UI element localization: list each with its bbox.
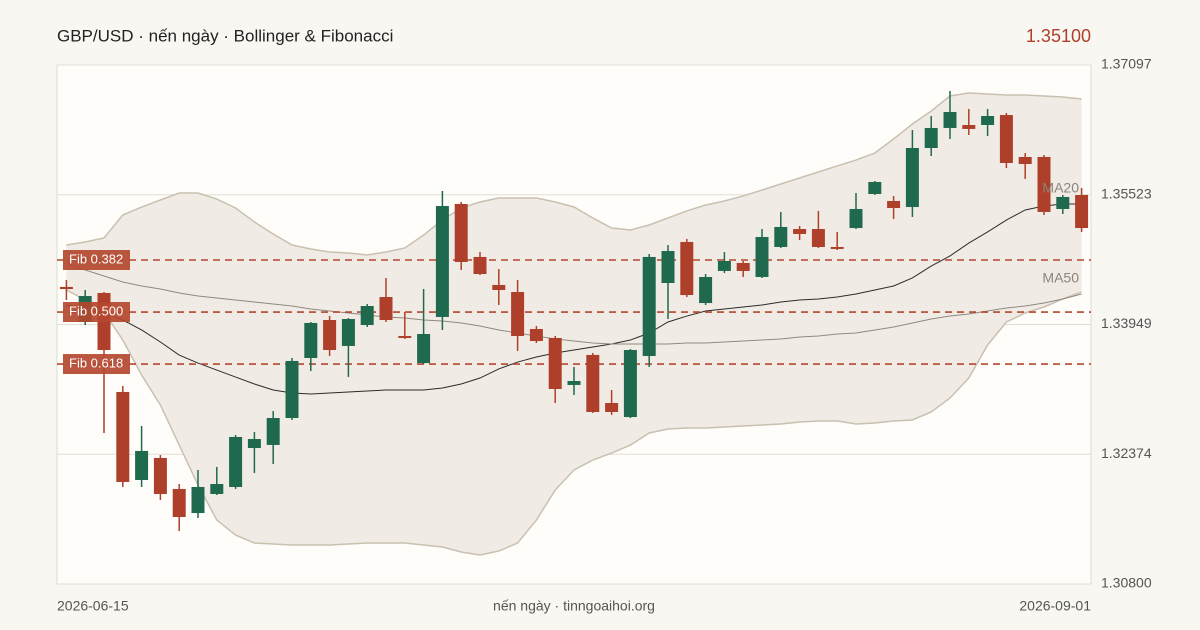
candle-body xyxy=(905,147,919,208)
candle-body xyxy=(774,226,788,247)
candle-body xyxy=(586,354,600,412)
fib-label: Fib 0.618 xyxy=(69,355,123,370)
candle-body xyxy=(417,334,431,364)
fib-label: Fib 0.500 xyxy=(69,303,123,318)
candle-body xyxy=(755,237,769,277)
candle-body xyxy=(943,111,957,128)
band-line xyxy=(66,92,1082,256)
candle-body xyxy=(642,256,656,357)
candle-body xyxy=(492,284,506,291)
fib-label: Fib 0.382 xyxy=(69,251,123,266)
candle-body xyxy=(59,286,73,290)
candle-body xyxy=(548,337,562,389)
candle-body xyxy=(379,297,393,321)
candle-body xyxy=(529,328,543,342)
band-line xyxy=(66,289,1082,556)
candle-body xyxy=(247,439,261,449)
y-tick-label: 1.35523 xyxy=(1101,185,1152,201)
candle-body xyxy=(623,350,637,418)
x-tick-label: 2026-06-15 xyxy=(57,598,129,614)
candle-body xyxy=(887,200,901,208)
chart-title: GBP/USD · nến ngày · Bollinger & Fibonac… xyxy=(57,26,393,45)
candle-body xyxy=(191,486,205,514)
candle-body xyxy=(680,241,694,296)
ma-label: MA50 xyxy=(1042,270,1079,286)
candle-body xyxy=(135,450,149,480)
candle-body xyxy=(304,322,318,359)
candle-body xyxy=(473,256,487,275)
candle-body xyxy=(435,206,449,317)
ma-label: MA20 xyxy=(1042,180,1079,196)
candle-body xyxy=(962,125,976,129)
candle-body xyxy=(266,418,280,445)
candle-body xyxy=(1037,156,1051,212)
candle-body xyxy=(717,260,731,271)
candle-body xyxy=(999,115,1013,163)
candle-body xyxy=(567,380,581,385)
last-price: 1.35100 xyxy=(1026,26,1091,46)
candle-body xyxy=(661,251,675,284)
candle-body xyxy=(229,436,243,487)
y-tick-label: 1.32374 xyxy=(1101,445,1152,461)
candle-body xyxy=(981,116,995,126)
candle-body xyxy=(811,229,825,247)
candle-body xyxy=(605,403,619,412)
fib-label-box xyxy=(63,250,130,271)
band-fill xyxy=(66,93,1082,555)
candle-body xyxy=(323,320,337,351)
ma-line xyxy=(66,203,1082,395)
fib-label-box xyxy=(63,354,130,375)
candle-body xyxy=(699,276,713,304)
candle-body xyxy=(1075,194,1089,229)
candle-body xyxy=(736,262,750,271)
candle-body xyxy=(398,335,412,338)
candle-body xyxy=(172,488,186,517)
candle-body xyxy=(830,246,844,249)
y-tick-label: 1.37097 xyxy=(1101,56,1152,72)
candle-body xyxy=(210,484,224,494)
fib-label-box xyxy=(63,302,130,323)
candle-body xyxy=(511,291,525,336)
candle-body xyxy=(285,360,299,419)
candle-body xyxy=(360,305,374,326)
footer: nến ngày · tinngoaihoi.org xyxy=(493,598,655,614)
candle-body xyxy=(153,457,167,494)
candle-body xyxy=(793,229,807,234)
candle-body xyxy=(849,208,863,229)
candle-body xyxy=(341,319,355,346)
x-tick-label: 2026-09-01 xyxy=(1019,598,1091,614)
y-tick-label: 1.33949 xyxy=(1101,315,1152,331)
candle-body xyxy=(116,391,130,482)
ma-line xyxy=(66,262,1082,345)
y-tick-label: 1.30800 xyxy=(1101,575,1152,591)
candle-body xyxy=(868,181,882,194)
candle-body xyxy=(924,127,938,148)
candle-body xyxy=(1018,156,1032,164)
candle-body xyxy=(454,203,468,262)
candle-body xyxy=(1056,196,1070,209)
